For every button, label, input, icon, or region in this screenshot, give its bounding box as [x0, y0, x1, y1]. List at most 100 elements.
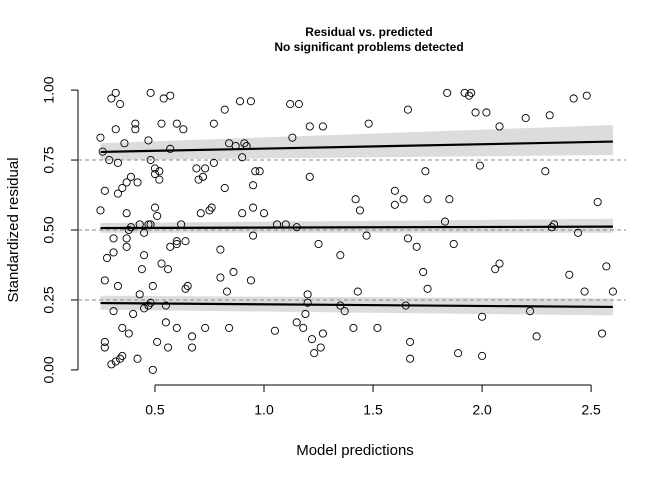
residual-point	[216, 273, 225, 282]
residual-point	[351, 195, 360, 204]
residual-point	[113, 189, 122, 198]
residual-point	[238, 209, 247, 218]
residual-point	[340, 307, 349, 316]
residual-point	[541, 167, 550, 176]
residual-point	[192, 164, 201, 173]
residual-point	[460, 88, 469, 97]
residual-point	[569, 94, 578, 103]
residual-point	[423, 195, 432, 204]
residual-point	[209, 158, 218, 167]
residual-point	[251, 167, 260, 176]
residual-point	[419, 267, 428, 277]
residual-point	[318, 329, 327, 338]
residual-point	[107, 94, 116, 103]
quantile-fit-line	[100, 301, 613, 309]
confidence-band	[100, 125, 613, 161]
residual-point	[495, 122, 504, 131]
residual-point	[118, 323, 127, 332]
residual-point	[495, 259, 504, 268]
residual-point	[172, 119, 181, 128]
chart-title: Residual vs. predicted	[305, 25, 432, 39]
residual-point	[137, 265, 146, 274]
residual-point	[406, 337, 415, 346]
residual-point	[153, 337, 162, 346]
residual-point	[270, 326, 279, 335]
residual-point	[582, 91, 591, 100]
residual-point	[179, 125, 188, 134]
residual-point	[403, 234, 412, 243]
residual-point	[305, 122, 314, 131]
residual-point	[122, 234, 131, 243]
residual-point	[259, 209, 269, 218]
residual-point	[135, 290, 144, 299]
residual-point	[593, 197, 602, 207]
residual-point	[131, 125, 140, 134]
residual-point	[150, 203, 160, 212]
residual-point	[225, 139, 234, 148]
residual-point	[471, 108, 480, 117]
residual-point	[307, 335, 317, 344]
residual-point	[100, 276, 109, 285]
residual-point	[111, 125, 120, 134]
residual-point	[205, 206, 214, 215]
residual-point	[238, 153, 247, 162]
x-axis-label: Model predictions	[296, 442, 414, 459]
residual-point	[294, 100, 303, 109]
residual-point	[124, 329, 133, 338]
residual-point	[207, 203, 216, 212]
residual-point	[478, 351, 487, 360]
residual-point	[602, 262, 611, 271]
residual-point	[521, 114, 530, 123]
residual-point	[403, 105, 412, 114]
residual-point	[364, 119, 373, 128]
residual-point	[155, 167, 164, 176]
y-tick-label: 0.25	[41, 286, 57, 313]
residual-point	[240, 139, 249, 148]
residual-point	[148, 281, 157, 291]
residual-point	[399, 195, 408, 204]
residual-point	[423, 284, 432, 293]
residual-point	[172, 237, 181, 246]
quantile-fit-line	[100, 140, 613, 154]
residual-point	[133, 178, 142, 187]
residual-point	[159, 94, 168, 103]
residual-point	[120, 139, 129, 148]
residual-point	[390, 186, 399, 195]
residual-point	[573, 228, 583, 237]
residual-point	[412, 242, 421, 251]
residual-point	[150, 169, 160, 179]
residual-point	[318, 122, 327, 131]
residual-point	[187, 343, 197, 352]
residual-point	[150, 164, 160, 173]
y-axis-label: Standardized residual	[5, 157, 22, 302]
residual-point	[157, 119, 166, 128]
residual-point	[467, 88, 476, 97]
residual-point	[105, 155, 114, 165]
residual-point	[310, 349, 319, 358]
residual-point	[406, 354, 415, 363]
confidence-band	[100, 218, 613, 233]
residual-point	[288, 133, 297, 142]
residual-point	[109, 248, 118, 257]
residual-point	[122, 209, 131, 218]
residual-point	[96, 133, 105, 142]
residual-point	[475, 161, 484, 170]
residual-point	[166, 242, 175, 251]
x-tick-label: 1.0	[254, 402, 274, 418]
residual-point	[148, 365, 157, 374]
residual-point	[181, 284, 190, 293]
residual-point	[445, 195, 454, 204]
chart-subtitle: No significant problems detected	[274, 40, 463, 54]
residual-point	[246, 97, 255, 106]
residual-point	[209, 119, 218, 128]
residual-point	[225, 323, 234, 332]
residual-point	[246, 276, 255, 285]
residual-point	[122, 178, 131, 187]
residual-point	[107, 360, 116, 369]
residual-point	[478, 312, 487, 321]
residual-point	[126, 172, 136, 181]
residual-point	[482, 108, 491, 117]
residual-point	[118, 183, 127, 193]
residual-point	[140, 304, 149, 313]
